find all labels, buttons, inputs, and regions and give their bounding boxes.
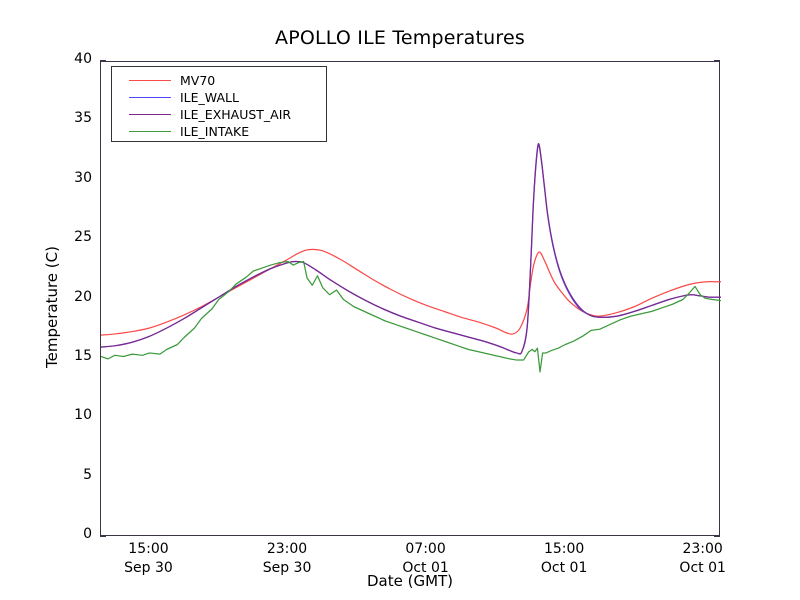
legend-label: ILE_WALL [180, 90, 239, 105]
y-tick-label: 40 [74, 51, 92, 67]
series-line-ile_intake [101, 260, 721, 373]
x-tick-time: 15:00 [128, 541, 169, 557]
series-line-mv70 [101, 248, 721, 336]
legend-item: ILE_EXHAUST_AIR [112, 106, 326, 123]
chart-legend: MV70 ILE_WALL ILE_EXHAUST_AIR ILE_INTAKE [111, 66, 327, 142]
y-tick-label: 25 [74, 229, 92, 246]
x-tick-label: 23:00 Oct 01 [643, 540, 763, 578]
x-tick-date: Sep 30 [124, 560, 173, 576]
x-tick-date: Oct 01 [402, 560, 449, 576]
legend-color-swatch [129, 80, 171, 81]
x-tick-time: 23:00 [682, 541, 723, 557]
legend-color-swatch [129, 114, 171, 115]
y-tick-label: 10 [74, 407, 92, 424]
x-tick-label: 07:00 Oct 01 [366, 540, 486, 578]
x-tick-label: 23:00 Sep 30 [227, 540, 347, 578]
legend-label: ILE_INTAKE [180, 124, 250, 139]
x-tick-label: 15:00 Oct 01 [504, 540, 624, 578]
legend-color-swatch [129, 131, 171, 132]
y-tick-label: 35 [74, 110, 92, 127]
data-lines [101, 143, 721, 373]
x-tick-time: 23:00 [266, 541, 308, 557]
x-tick-date: Oct 01 [679, 560, 726, 576]
series-line-ile_wall [101, 144, 721, 355]
y-tick-label: 20 [74, 288, 92, 305]
legend-label: MV70 [180, 73, 216, 88]
chart-title: APOLLO ILE Temperatures [275, 27, 525, 49]
legend-item: ILE_WALL [112, 89, 326, 106]
x-tick-date: Sep 30 [262, 560, 312, 576]
legend-item: ILE_INTAKE [112, 123, 326, 140]
x-tick-time: 15:00 [543, 541, 585, 557]
y-tick-label: 5 [83, 466, 92, 483]
x-tick-label: 15:00 Sep 30 [88, 540, 208, 578]
x-tick-date: Oct 01 [540, 560, 588, 576]
x-axis-label: Date (GMT) [366, 572, 454, 590]
legend-color-swatch [129, 97, 171, 98]
x-tick-time: 07:00 [405, 541, 446, 557]
legend-item: MV70 [112, 72, 326, 89]
y-tick-label: 15 [74, 347, 92, 364]
y-tick-mark [714, 60, 720, 62]
y-tick-label: 0 [83, 526, 92, 542]
y-tick-label: 30 [74, 169, 92, 186]
series-line-ile_exhaust_air [101, 143, 721, 355]
y-tick-mark [100, 60, 106, 62]
legend-label: ILE_EXHAUST_AIR [180, 107, 292, 122]
